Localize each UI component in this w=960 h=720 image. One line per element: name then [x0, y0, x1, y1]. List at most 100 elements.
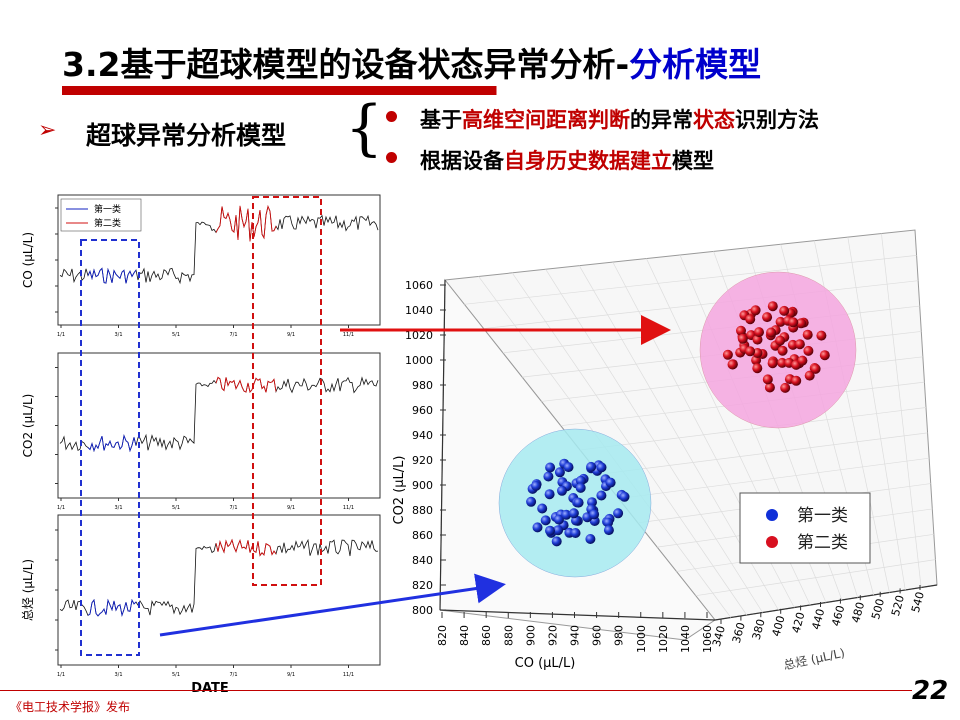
legend-blue-marker [766, 509, 778, 521]
legend-label: 第一类 [797, 506, 848, 526]
panel-legend [60, 198, 142, 232]
legend: 第一类 第二类 [739, 492, 871, 564]
class2-point [767, 301, 778, 312]
x-tick-label: 1020 [657, 625, 670, 653]
class1-point [575, 475, 586, 486]
y-tick-label: 900 [412, 479, 433, 492]
class1-point [605, 477, 616, 488]
y-tick-label: 820 [412, 579, 433, 592]
class1-point [537, 503, 548, 514]
class2-point [804, 370, 815, 381]
class2-point [797, 355, 808, 366]
legend-label: 第一类 [94, 203, 121, 215]
class1-point [570, 528, 581, 538]
bullet-dot-icon [386, 111, 397, 122]
class1-point [585, 534, 596, 544]
method-2: 根据设备自身历史数据建立模型 [420, 149, 714, 173]
class1-point [586, 461, 597, 472]
legend-label: 第二类 [797, 533, 848, 553]
class2-point [737, 333, 748, 344]
class1-segment [87, 434, 137, 453]
x-tick-label: 11/1 [343, 332, 354, 338]
class1-point [553, 514, 564, 525]
x-tick-label: 820 [436, 625, 449, 646]
class1-point [561, 509, 572, 520]
panel-frame [57, 514, 381, 666]
x-tick-label: 3/1 [114, 672, 122, 678]
y-tick-label: 1060 [405, 279, 433, 292]
class2-point [802, 329, 813, 340]
class2-point [762, 312, 773, 323]
x-tick-label: 940 [569, 625, 582, 646]
class1-point [613, 508, 624, 519]
class2-point [752, 334, 763, 345]
x-tick-label: 900 [524, 625, 537, 646]
y-tick-label: 880 [412, 504, 433, 517]
y-tick-label: 920 [412, 454, 433, 467]
z-tick-label: 340 [710, 624, 728, 648]
x-axis-label: CO (μL/L) [515, 656, 576, 671]
x-tick-label: 7/1 [229, 332, 237, 338]
x-tick-label: 5/1 [172, 332, 180, 338]
y-tick-label: 1040 [405, 304, 433, 317]
class2-point [810, 363, 821, 374]
x-tick-label: 11/1 [343, 672, 354, 678]
class2-point [766, 327, 777, 338]
class1-segment [87, 267, 137, 284]
arrow-bullet-icon: ➢ [38, 118, 57, 143]
x-tick-label: 1/1 [57, 332, 65, 338]
z-tick-label: 440 [809, 607, 827, 631]
class1-point [573, 497, 584, 508]
x-tick-label: 1000 [635, 625, 648, 653]
class2-point [779, 305, 790, 316]
x-tick-label: 1040 [679, 625, 692, 653]
legend-label: 第二类 [94, 217, 121, 229]
class1-point [531, 480, 542, 491]
x-tick-label: 9/1 [287, 672, 295, 678]
panel-y-label: CO2 (μL/L) [21, 394, 35, 458]
class2-point [788, 317, 799, 328]
x-tick-label: 9/1 [287, 332, 295, 338]
x-tick-label: 5/1 [172, 505, 180, 511]
z-tick-label: 400 [770, 614, 788, 638]
x-tick-label: 1/1 [57, 672, 65, 678]
x-tick-label: 7/1 [229, 672, 237, 678]
class1-point [589, 509, 600, 520]
class2-point [762, 374, 773, 385]
x-tick-label: 3/1 [114, 332, 122, 338]
class2-point [752, 363, 763, 374]
x-tick-label: 11/1 [343, 505, 354, 511]
z-tick-label: 480 [849, 601, 867, 625]
class1-point [545, 462, 556, 473]
class1-point [532, 522, 543, 533]
class2-point [780, 382, 791, 393]
y-tick-label: 960 [412, 404, 433, 417]
class2-point [754, 327, 764, 338]
class1-point [568, 508, 579, 519]
class1-point [551, 536, 562, 547]
class1-point [545, 525, 555, 536]
class2-point [745, 346, 756, 357]
x-tick-label: 860 [480, 625, 493, 646]
subhead: 超球异常分析模型 [86, 121, 287, 150]
class2-point [777, 357, 788, 368]
class2-point [819, 350, 830, 361]
class1-point [596, 490, 607, 501]
z-tick-label: 460 [829, 604, 847, 628]
class1-highlight-box [80, 239, 140, 656]
class2-point [736, 325, 746, 336]
x-tick-label: 7/1 [229, 505, 237, 511]
class1-point [543, 471, 554, 482]
x-tick-label: 1/1 [57, 505, 65, 511]
class1-point [554, 467, 565, 478]
method-1: 基于高维空间距离判断的异常状态识别方法 [420, 108, 819, 132]
x-tick-label: 3/1 [114, 505, 122, 511]
class2-point [722, 349, 733, 360]
class2-point [775, 316, 786, 327]
class2-point [745, 314, 756, 325]
bullet-dot-icon [386, 152, 397, 163]
y-tick-label: 940 [412, 429, 433, 442]
class1-segment [87, 598, 137, 617]
x-tick-label: 920 [546, 625, 559, 646]
